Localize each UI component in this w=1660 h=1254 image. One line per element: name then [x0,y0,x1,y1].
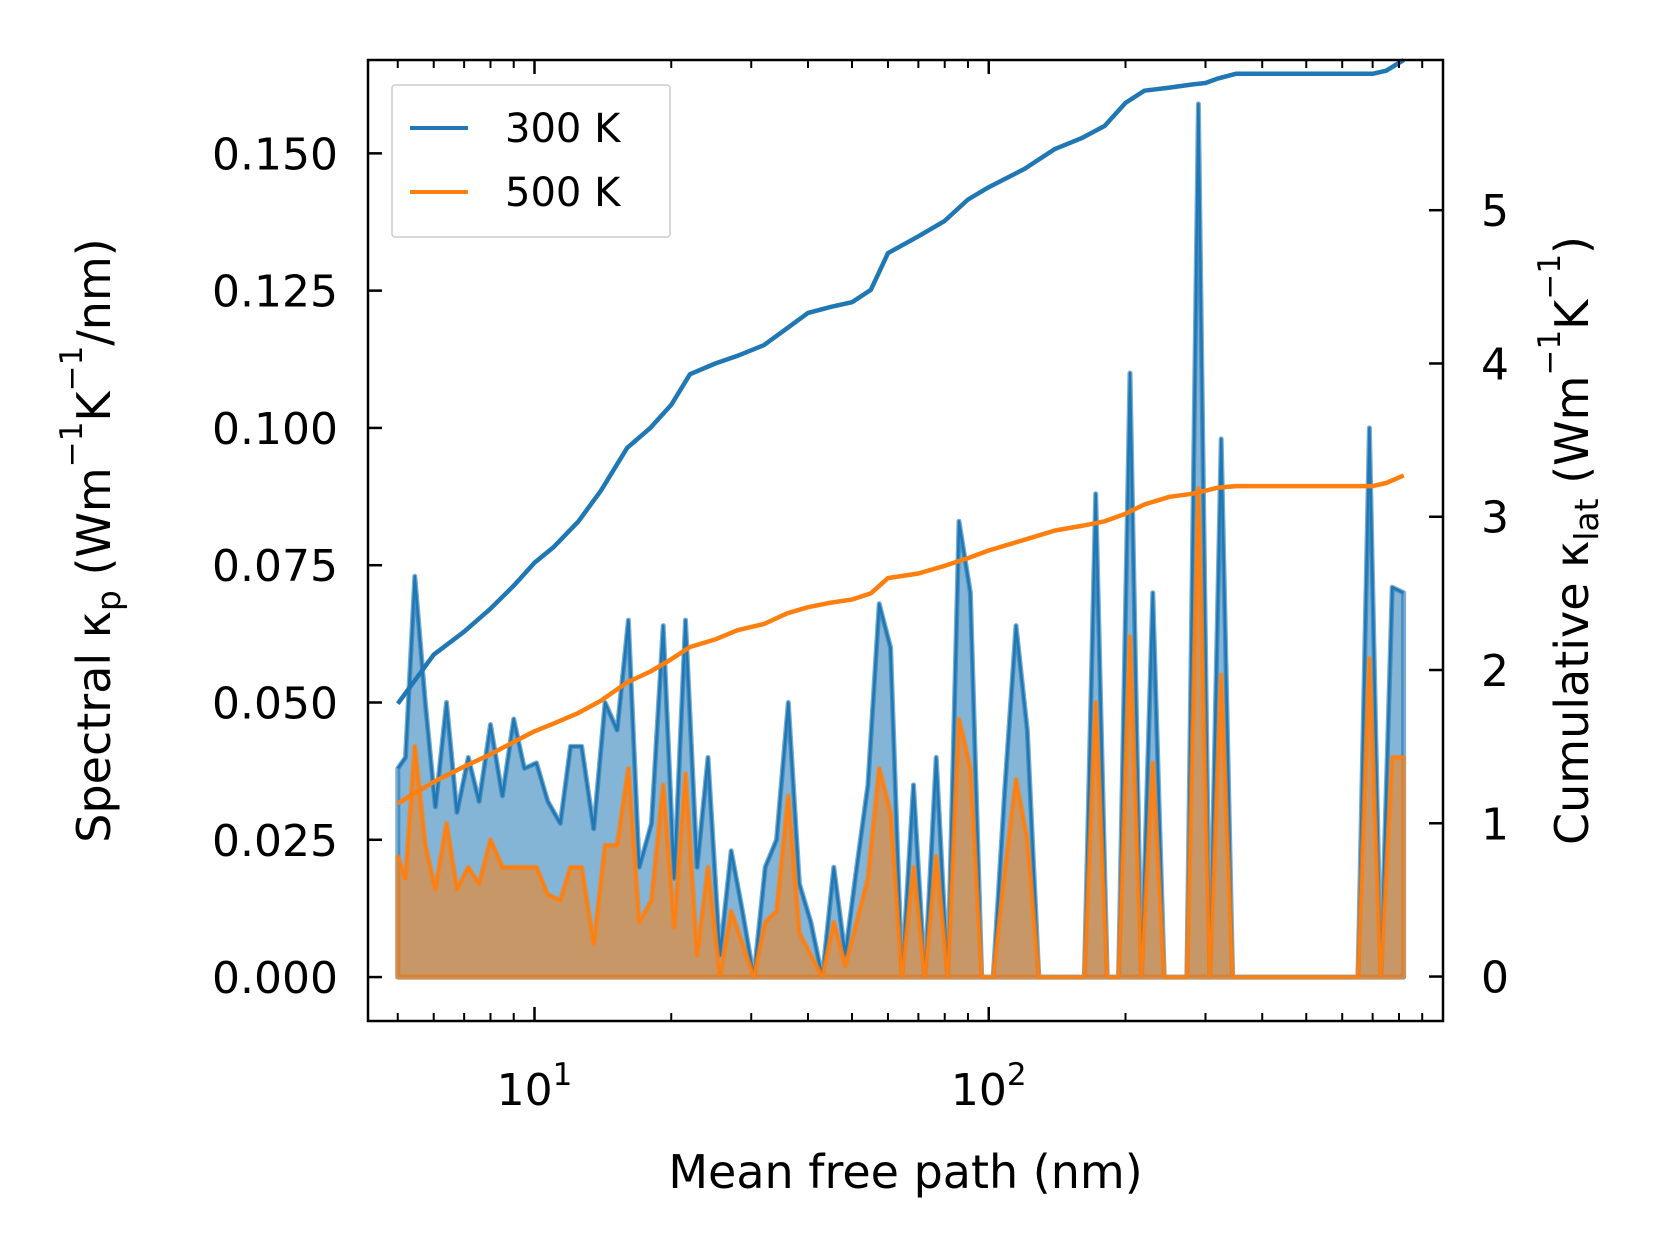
y-right-title-sup2: −1 [1532,254,1568,300]
x-tick-base: 10 [951,1065,1007,1116]
y-left-title-sup1: −1 [54,422,90,468]
legend-box [391,84,671,238]
y-axis-left-title: Spectral κp (Wm−1K−1/nm) [54,238,128,842]
y-left-tick-label: 0.100 [212,404,338,455]
y-right-title-sup1: −1 [1532,330,1568,376]
spectral-series-group [395,101,1407,980]
cumulative-series-group [395,58,1405,806]
y-left-title-sub: p [89,590,128,611]
plot-frame [366,58,1445,1023]
y-right-tick-label: 4 [1481,339,1509,390]
y-right-tick-label: 0 [1481,953,1509,1004]
x-tick-label: 102 [951,1057,1027,1116]
y-right-title-mid: K [1545,298,1599,330]
spectral-line-500k [396,487,1404,979]
y-right-tick-label: 1 [1481,799,1509,850]
legend-label-500k: 500 K [505,170,622,216]
y-left-tick-label: 0.150 [212,129,338,180]
legend: 300 K 500 K [391,84,671,238]
y-left-title-sup2: −1 [54,346,90,392]
y-axis-right-title: Cumulative κlat (Wm−1K−1) [1532,236,1606,845]
cumulative-line-500k [396,473,1405,806]
y-right-title-units: (Wm [1545,376,1599,499]
y-left-title-main: Spectral κ [67,611,121,843]
y-left-title-mid: K [67,390,121,422]
y-left-tick-label: 0.125 [212,267,338,318]
x-tick-exp: 1 [553,1057,573,1093]
x-tick-exp: 2 [1007,1057,1027,1093]
x-axis-title: Mean free path (nm) [668,1145,1142,1199]
x-tick-label: 101 [497,1057,573,1116]
cumulative-line-300k [395,58,1405,706]
y-left-tick-label: 0.000 [212,953,338,1004]
y-left-title-units: (Wm [67,467,121,590]
tick-group: 101 1020.0000.0250.0500.0750.1000.1250.15… [212,60,1509,1116]
x-tick-base: 10 [497,1065,553,1116]
legend-label-300k: 300 K [505,106,622,152]
y-left-tick-label: 0.050 [212,678,338,729]
y-right-tick-label: 5 [1481,186,1509,237]
y-right-title-sub: lat [1567,498,1606,540]
y-left-title-end: /nm) [67,238,121,345]
y-right-tick-label: 3 [1481,493,1509,544]
y-left-tick-label: 0.025 [212,816,338,867]
y-right-tick-label: 2 [1481,646,1509,697]
y-right-title-end: ) [1545,236,1599,254]
y-right-title-main: Cumulative κ [1545,541,1599,845]
y-left-tick-label: 0.075 [212,541,338,592]
